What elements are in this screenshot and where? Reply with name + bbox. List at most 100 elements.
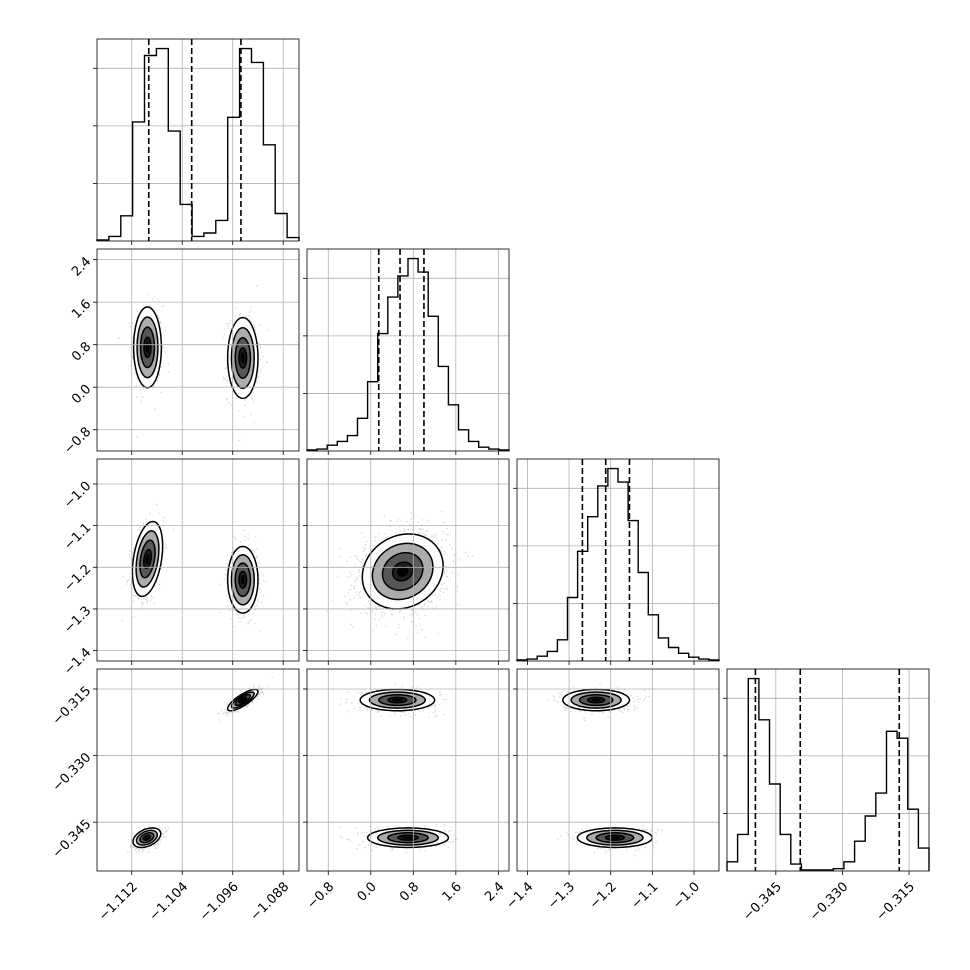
contour-1-1 bbox=[230, 691, 255, 709]
x-tick-label: −1.112 bbox=[96, 879, 141, 924]
contour-0-0 bbox=[361, 533, 444, 610]
x-tick-label: −0.8 bbox=[304, 879, 337, 912]
x-tick-label: −1.3 bbox=[545, 879, 578, 912]
contour-0-3 bbox=[387, 696, 408, 704]
histogram-1 bbox=[306, 257, 510, 451]
density-peak-1 bbox=[240, 352, 245, 364]
contour-1-0 bbox=[226, 545, 259, 614]
density-2-3 bbox=[562, 688, 654, 849]
x-tick-label: −1.104 bbox=[147, 879, 192, 924]
contour-0-0 bbox=[359, 688, 436, 712]
density-peak-0 bbox=[392, 698, 403, 702]
contour-1-0 bbox=[226, 316, 259, 400]
scatter-points-0-3 bbox=[127, 676, 273, 854]
density-peak-0 bbox=[397, 566, 409, 577]
histogram-3 bbox=[726, 677, 930, 871]
contour-0-3 bbox=[391, 561, 414, 582]
y-tick-label: −1.0 bbox=[61, 479, 94, 512]
y-tick-label: 0.0 bbox=[69, 382, 94, 407]
x-tick-label: −1.1 bbox=[628, 879, 661, 912]
contour-0-1 bbox=[368, 691, 427, 709]
density-peak-1 bbox=[240, 575, 245, 585]
contour-1-0 bbox=[366, 827, 450, 849]
contour-0-0 bbox=[132, 827, 162, 849]
contour-1-1 bbox=[586, 829, 644, 846]
contour-1-2 bbox=[234, 562, 252, 598]
y-tick-label: −1.4 bbox=[61, 645, 94, 678]
y-tick-label: −0.8 bbox=[61, 424, 94, 457]
contour-0-3 bbox=[587, 696, 606, 704]
density-peak-0 bbox=[591, 698, 601, 702]
contour-0-0 bbox=[131, 520, 164, 598]
y-tick-label: −0.330 bbox=[50, 750, 95, 795]
contour-1-3 bbox=[238, 570, 248, 589]
density-peak-0 bbox=[144, 836, 149, 840]
contour-0-3 bbox=[142, 548, 153, 570]
panel-frame-2-3 bbox=[516, 668, 720, 872]
x-tick-label: −0.345 bbox=[740, 879, 785, 924]
x-tick-label: 0.0 bbox=[355, 879, 380, 904]
y-tick-label: −0.345 bbox=[50, 817, 95, 862]
contour-1-2 bbox=[234, 694, 252, 707]
histogram-0 bbox=[96, 47, 300, 241]
density-peak-1 bbox=[402, 836, 414, 840]
labels-layer: −1.112 −1.104 −1.096 −1.088 −0.8 0.0 0.8 1.6 2.4… bbox=[50, 254, 918, 924]
density-peak-1 bbox=[609, 836, 621, 840]
contour-1-2 bbox=[387, 832, 429, 844]
contour-1-3 bbox=[238, 696, 248, 704]
contour-0-1 bbox=[136, 316, 159, 379]
contour-0-1 bbox=[135, 530, 160, 588]
panel-frame-1-3 bbox=[306, 668, 510, 872]
contour-0-2 bbox=[139, 832, 155, 844]
panel-frame-2-2 bbox=[516, 458, 720, 662]
x-tick-label: −1.0 bbox=[670, 879, 703, 912]
contour-1-0 bbox=[576, 827, 654, 849]
density-peak-0 bbox=[145, 341, 150, 353]
contour-1-3 bbox=[604, 834, 625, 841]
contour-0-1 bbox=[135, 829, 159, 846]
contour-0-2 bbox=[139, 539, 156, 579]
contour-1-2 bbox=[234, 337, 252, 379]
panel-frame-1-1 bbox=[306, 248, 510, 452]
contour-0-3 bbox=[143, 336, 152, 359]
lines-layer bbox=[96, 39, 930, 871]
y-tick-label: −1.1 bbox=[61, 520, 94, 553]
density-peak-0 bbox=[145, 553, 150, 565]
y-tick-label: −1.2 bbox=[61, 562, 94, 595]
contour-1-3 bbox=[238, 347, 248, 369]
panel-frame-0-2 bbox=[96, 458, 300, 662]
x-tick-label: −1.096 bbox=[197, 879, 242, 924]
density-1-3 bbox=[359, 688, 450, 849]
x-tick-label: −0.330 bbox=[807, 879, 852, 924]
y-tick-label: −1.3 bbox=[61, 604, 94, 637]
scatter-points-1-3 bbox=[339, 682, 458, 854]
ticks-layer bbox=[93, 67, 910, 875]
contour-1-0 bbox=[226, 688, 259, 712]
histogram-2 bbox=[516, 467, 720, 661]
panel-frame-0-3 bbox=[96, 668, 300, 872]
scatter-cloud-1-3 bbox=[339, 682, 458, 854]
x-tick-label: −1.088 bbox=[248, 879, 293, 924]
panel-frame-0-1 bbox=[96, 248, 300, 452]
density-0-3 bbox=[132, 688, 259, 849]
x-tick-label: −1.2 bbox=[587, 879, 620, 912]
x-tick-label: −0.315 bbox=[873, 879, 918, 924]
density-peak-1 bbox=[240, 698, 245, 702]
density-1-2 bbox=[361, 533, 444, 610]
x-tick-label: 0.8 bbox=[397, 879, 422, 904]
contour-0-1 bbox=[371, 542, 434, 601]
y-tick-label: −0.315 bbox=[50, 684, 95, 729]
x-tick-label: −1.4 bbox=[504, 879, 537, 912]
density-layer bbox=[131, 306, 654, 849]
x-tick-label: 1.6 bbox=[440, 879, 465, 904]
contour-0-2 bbox=[378, 693, 417, 707]
frames-layer bbox=[96, 38, 930, 872]
contour-0-0 bbox=[132, 306, 163, 389]
panel-frame-0-0 bbox=[96, 38, 300, 242]
contour-0-0 bbox=[562, 688, 631, 712]
y-tick-label: 1.6 bbox=[69, 297, 94, 322]
contour-1-2 bbox=[595, 832, 635, 844]
grid-layer bbox=[97, 39, 929, 871]
contour-0-1 bbox=[570, 691, 622, 709]
